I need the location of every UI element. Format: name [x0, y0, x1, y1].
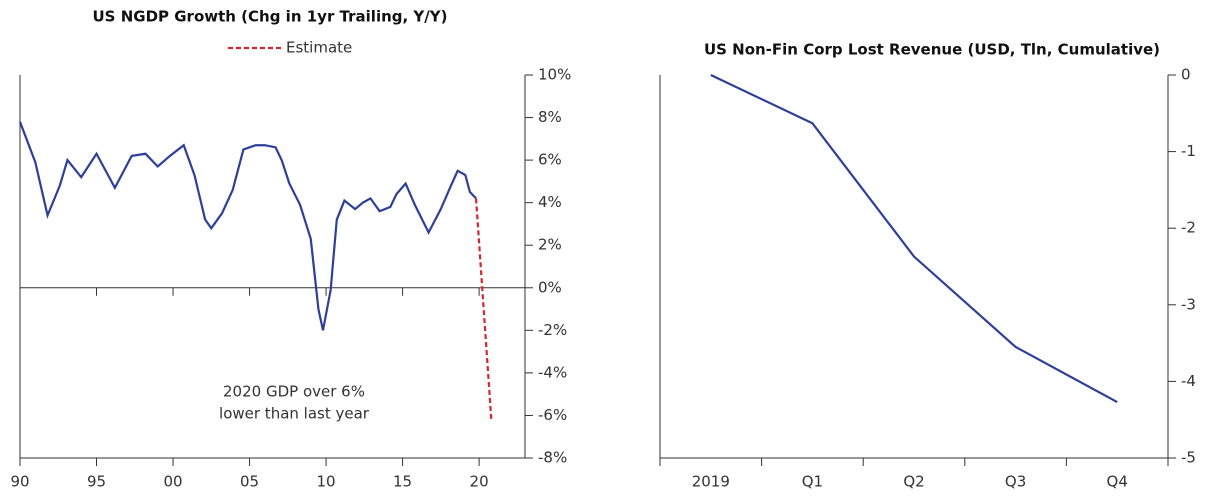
- legend-label: Estimate: [286, 39, 352, 57]
- y-tick-label: 8%: [538, 108, 562, 126]
- y-tick-label: -8%: [538, 449, 567, 467]
- x-tick-label: Q1: [802, 473, 823, 491]
- x-tick-label: 2019: [692, 473, 730, 491]
- y-tick-label: 2%: [538, 236, 562, 254]
- x-tick-label: 00: [163, 473, 182, 491]
- chart-title: US Non-Fin Corp Lost Revenue (USD, Tln, …: [704, 41, 1160, 59]
- chart-title: US NGDP Growth (Chg in 1yr Trailing, Y/Y…: [93, 8, 448, 26]
- series-line: [18, 121, 477, 331]
- x-tick-label: 10: [317, 473, 336, 491]
- x-tick-label: Q4: [1107, 473, 1128, 491]
- y-tick-label: -3: [1181, 295, 1196, 313]
- x-tick-label: 05: [240, 473, 259, 491]
- y-tick-label: 0: [1181, 66, 1191, 84]
- y-tick-label: 10%: [538, 66, 571, 84]
- y-tick-label: 6%: [538, 151, 562, 169]
- x-tick-label: 95: [87, 473, 106, 491]
- y-tick-label: -6%: [538, 406, 567, 424]
- y-tick-label: -2: [1181, 219, 1196, 237]
- y-tick-label: 4%: [538, 193, 562, 211]
- x-tick-label: Q2: [903, 473, 924, 491]
- y-tick-label: -1: [1181, 142, 1196, 160]
- annotation: lower than last year: [219, 405, 370, 423]
- x-tick-label: 20: [470, 473, 489, 491]
- y-tick-label: -5: [1181, 449, 1196, 467]
- y-tick-label: -2%: [538, 321, 567, 339]
- y-tick-label: -4: [1181, 372, 1196, 390]
- x-tick-label: 90: [10, 473, 29, 491]
- series-line: [710, 74, 1118, 404]
- series-line: [474, 198, 493, 420]
- annotation: 2020 GDP over 6%: [223, 383, 365, 401]
- x-tick-label: Q3: [1005, 473, 1026, 491]
- x-tick-label: 15: [393, 473, 412, 491]
- y-tick-label: -4%: [538, 363, 567, 381]
- y-tick-label: 0%: [538, 278, 562, 296]
